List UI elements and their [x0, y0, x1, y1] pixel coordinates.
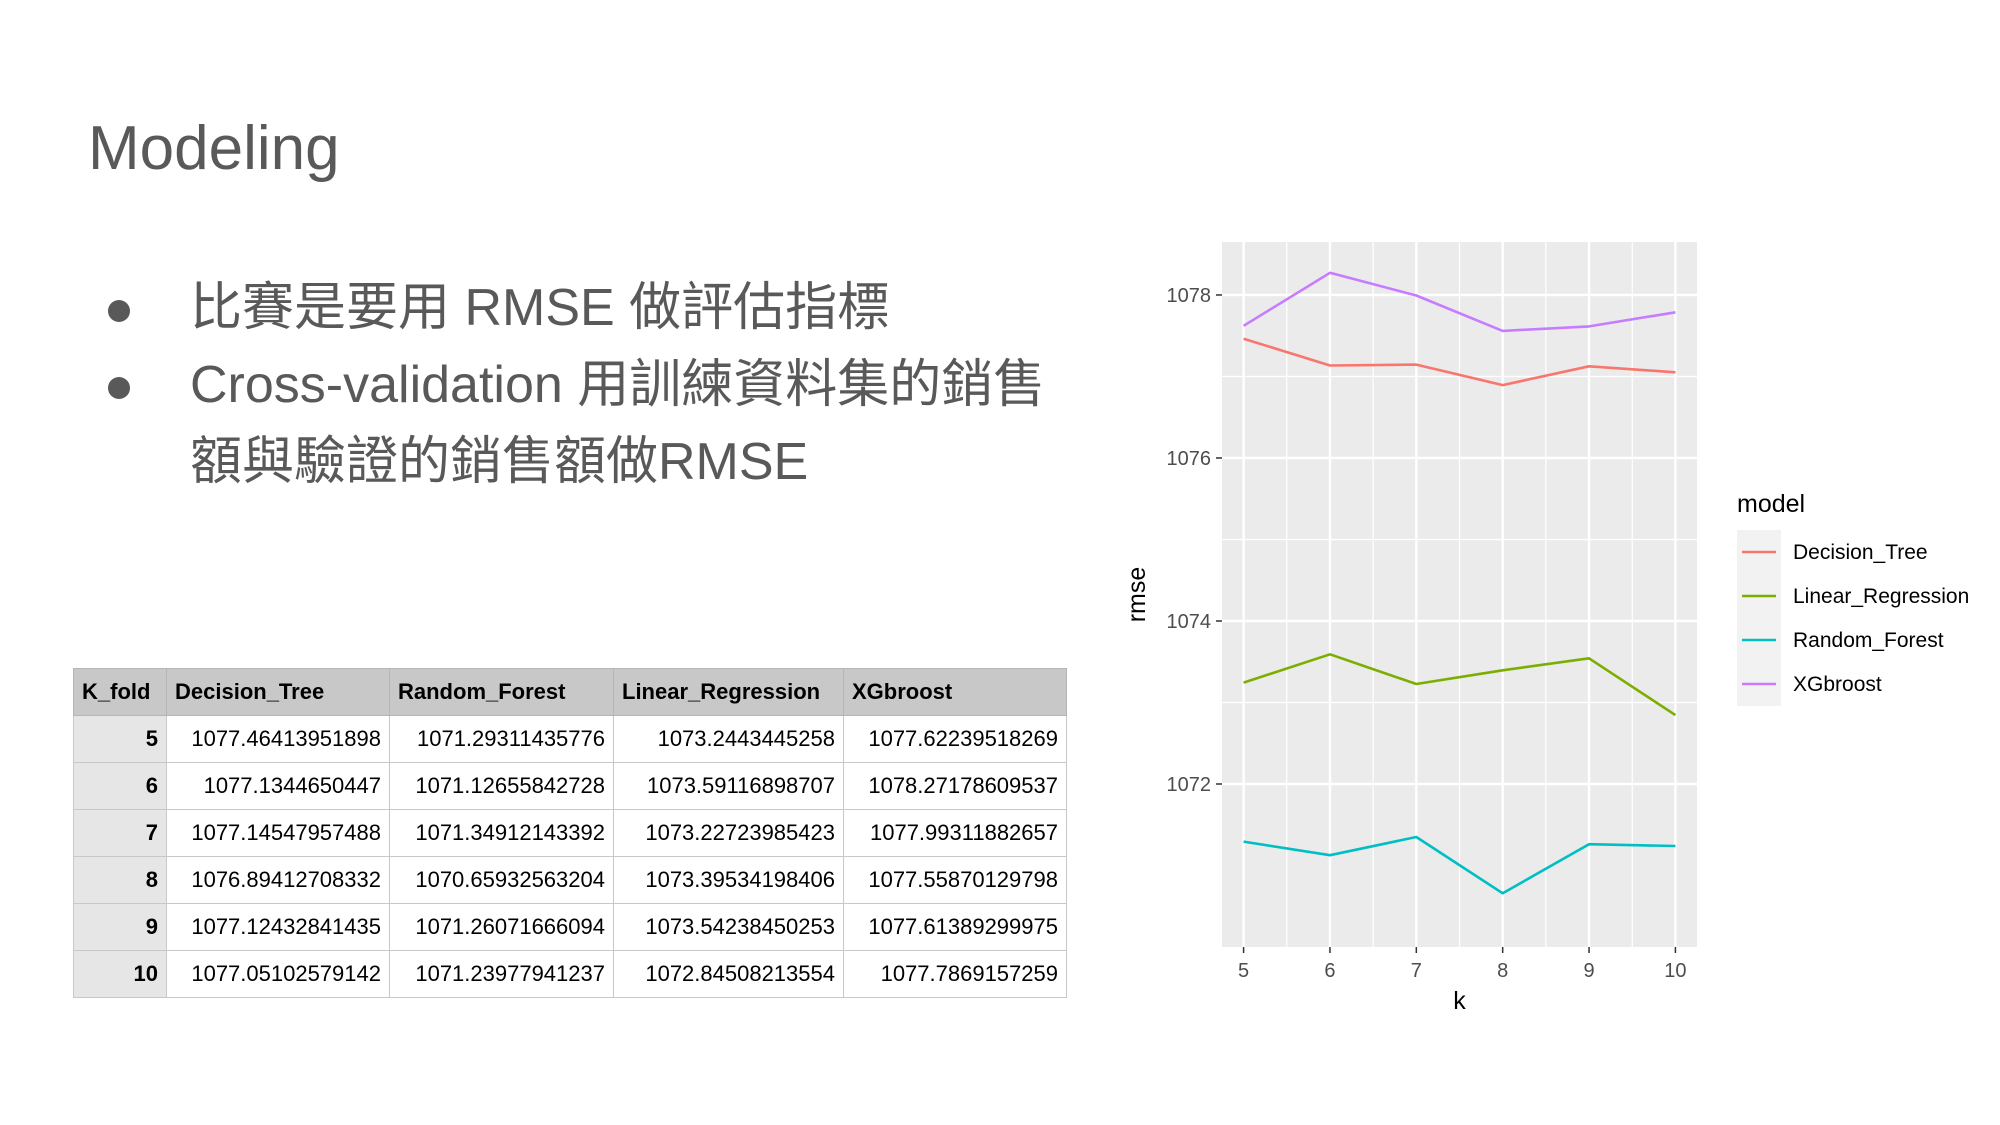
table-cell-k: 9 — [73, 903, 167, 951]
table-cell: 1073.39534198406 — [613, 856, 844, 904]
bullet-list: 比賽是要用 RMSE 做評估指標 Cross-validation 用訓練資料集… — [100, 270, 1060, 501]
series-line — [1243, 835, 1676, 895]
table-row: 9 1077.12432841435 1071.26071666094 1073… — [73, 903, 1067, 951]
y-tick-label: 1076 — [1167, 448, 1212, 470]
table-header-row: K_fold Decision_Tree Random_Forest Linea… — [73, 668, 1067, 716]
table-row: 7 1077.14547957488 1071.34912143392 1073… — [73, 809, 1067, 857]
table-row: 8 1076.89412708332 1070.65932563204 1073… — [73, 856, 1067, 904]
table-row: 6 1077.1344650447 1071.12655842728 1073.… — [73, 762, 1067, 810]
table-cell: 1077.12432841435 — [166, 903, 390, 951]
table-cell-k: 5 — [73, 715, 167, 763]
table-cell-k: 8 — [73, 856, 167, 904]
x-tick-label: 6 — [1324, 960, 1335, 982]
y-tick-label: 1072 — [1167, 774, 1212, 796]
table-cell: 1077.05102579142 — [166, 950, 390, 998]
table-cell: 1071.12655842728 — [389, 762, 614, 810]
table-cell: 1072.84508213554 — [613, 950, 844, 998]
x-axis-label: k — [1453, 987, 1466, 1015]
x-tick-label: 7 — [1411, 960, 1422, 982]
column-header: XGbroost — [843, 668, 1067, 716]
table-cell: 1071.26071666094 — [389, 903, 614, 951]
table-cell: 1077.46413951898 — [166, 715, 390, 763]
table-row: 5 1077.46413951898 1071.29311435776 1073… — [73, 715, 1067, 763]
table-cell: 1073.2443445258 — [613, 715, 844, 763]
column-header: Decision_Tree — [166, 668, 390, 716]
table-cell: 1073.59116898707 — [613, 762, 844, 810]
table-cell-k: 7 — [73, 809, 167, 857]
table-cell: 1078.27178609537 — [843, 762, 1067, 810]
table-cell: 1073.54238450253 — [613, 903, 844, 951]
y-axis-label: rmse — [1123, 567, 1151, 623]
column-header: Linear_Regression — [613, 668, 844, 716]
kfold-table-wrapper: K_fold Decision_Tree Random_Forest Linea… — [73, 668, 1067, 998]
y-tick-label: 1078 — [1167, 285, 1212, 307]
table-cell: 1077.14547957488 — [166, 809, 390, 857]
x-tick-label: 9 — [1583, 960, 1594, 982]
kfold-results-table: K_fold Decision_Tree Random_Forest Linea… — [73, 668, 1067, 998]
table-cell: 1077.7869157259 — [843, 950, 1067, 998]
bullet-item: 比賽是要用 RMSE 做評估指標 — [100, 270, 1060, 347]
table-cell: 1077.99311882657 — [843, 809, 1067, 857]
table-cell: 1070.65932563204 — [389, 856, 614, 904]
x-tick-label: 10 — [1664, 960, 1686, 982]
bullet-item: Cross-validation 用訓練資料集的銷售額與驗證的銷售額做RMSE — [100, 347, 1060, 501]
legend-title: model — [1737, 490, 1805, 518]
table-row: 10 1077.05102579142 1071.23977941237 107… — [73, 950, 1067, 998]
table-cell: 1077.62239518269 — [843, 715, 1067, 763]
table-cell: 1077.55870129798 — [843, 856, 1067, 904]
legend-label: Decision_Tree — [1793, 541, 1928, 564]
table-cell: 1077.61389299975 — [843, 903, 1067, 951]
table-cell: 1071.29311435776 — [389, 715, 614, 763]
slide-title: Modeling — [88, 114, 340, 183]
legend-label: Linear_Regression — [1793, 585, 1969, 608]
bullet-dot-icon — [108, 377, 130, 399]
legend-label: Random_Forest — [1793, 629, 1944, 652]
x-tick-label: 5 — [1238, 960, 1249, 982]
table-cell: 1077.1344650447 — [166, 762, 390, 810]
y-tick-label: 1074 — [1167, 611, 1212, 633]
bullet-dot-icon — [108, 300, 130, 322]
series-line — [1243, 337, 1676, 387]
table-cell: 1071.34912143392 — [389, 809, 614, 857]
column-header: Random_Forest — [389, 668, 614, 716]
bullet-text: 比賽是要用 RMSE 做評估指標 — [190, 279, 890, 337]
x-tick-label: 8 — [1497, 960, 1508, 982]
bullet-text: Cross-validation 用訓練資料集的銷售額與驗證的銷售額做RMSE — [190, 356, 1046, 491]
table-cell: 1073.22723985423 — [613, 809, 844, 857]
table-cell-k: 6 — [73, 762, 167, 810]
rmse-line-chart: 1072 1074 1076 1078 5 6 7 8 9 10 k rmse model Decisio… — [1123, 242, 1969, 1015]
legend-label: XGbroost — [1793, 673, 1882, 696]
table-cell: 1076.89412708332 — [166, 856, 390, 904]
series-line — [1243, 652, 1677, 717]
series-line — [1242, 271, 1676, 333]
column-header: K_fold — [73, 668, 167, 716]
table-cell: 1071.23977941237 — [389, 950, 614, 998]
table-cell-k: 10 — [73, 950, 167, 998]
